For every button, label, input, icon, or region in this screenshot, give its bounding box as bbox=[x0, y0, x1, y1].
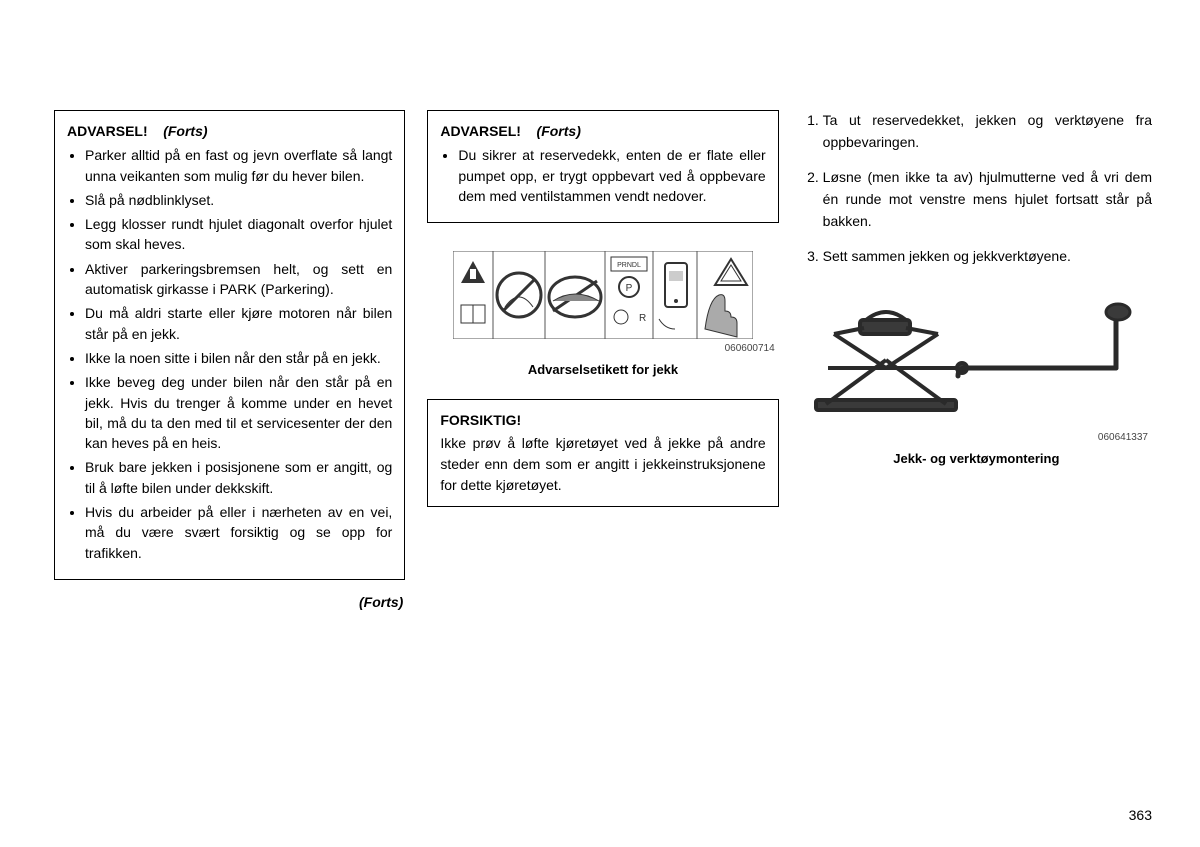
warning-box-2: ADVARSEL! (Forts) Du sikrer at reservede… bbox=[427, 110, 778, 223]
step-item: Løsne (men ikke ta av) hjulmutterne ved … bbox=[823, 167, 1152, 232]
column-layout: ADVARSEL! (Forts) Parker alltid på en fa… bbox=[54, 110, 1152, 610]
steps: Ta ut reservedekket, jekken og verktøyen… bbox=[801, 110, 1152, 268]
warning-cont: (Forts) bbox=[537, 123, 581, 139]
warning-list-1: Parker alltid på en fast og jevn overfla… bbox=[67, 145, 392, 563]
list-item: Parker alltid på en fast og jevn overfla… bbox=[85, 145, 392, 186]
list-item: Legg klosser rundt hjulet diagonalt over… bbox=[85, 214, 392, 255]
warning-list-2: Du sikrer at reservedekk, enten de er fl… bbox=[440, 145, 765, 206]
list-item: Du må aldri starte eller kjøre motoren n… bbox=[85, 303, 392, 344]
warning-title: ADVARSEL! bbox=[440, 123, 521, 139]
list-item: Du sikrer at reservedekk, enten de er fl… bbox=[458, 145, 765, 206]
svg-text:PRNDL: PRNDL bbox=[617, 262, 641, 269]
jack-label-icon: PRNDL P R bbox=[453, 251, 753, 339]
svg-text:P: P bbox=[626, 283, 633, 294]
caution-box: FORSIKTIG! Ikke prøv å løfte kjøretøyet … bbox=[427, 399, 778, 507]
step-item: Ta ut reservedekket, jekken og verktøyen… bbox=[823, 110, 1152, 153]
figure-caption: Advarselsetikett for jekk bbox=[427, 362, 778, 377]
warning-box-1: ADVARSEL! (Forts) Parker alltid på en fa… bbox=[54, 110, 405, 580]
jack-assembly-figure: 060641337 Jekk- og verktøymontering bbox=[801, 298, 1152, 466]
cont-label: (Forts) bbox=[54, 594, 405, 610]
figure-code: 060600714 bbox=[427, 343, 778, 354]
list-item: Ikke la noen sitte i bilen når den står … bbox=[85, 348, 392, 368]
caution-body: Ikke prøv å løfte kjøretøyet ved å jekke… bbox=[440, 435, 765, 493]
svg-text:R: R bbox=[639, 313, 646, 324]
caution-title: FORSIKTIG! bbox=[440, 410, 765, 431]
list-item: Slå på nødblinklyset. bbox=[85, 190, 392, 210]
list-item: Bruk bare jekken i posisjonene som er an… bbox=[85, 457, 392, 498]
jack-tool-icon bbox=[806, 298, 1146, 428]
jack-label-figure: PRNDL P R 060600714 bbox=[427, 251, 778, 377]
column-3: Ta ut reservedekket, jekken og verktøyen… bbox=[801, 110, 1152, 466]
list-item: Aktiver parkeringsbremsen helt, og sett … bbox=[85, 259, 392, 300]
list-item: Ikke beveg deg under bilen når den står … bbox=[85, 372, 392, 453]
figure-code: 060641337 bbox=[801, 432, 1152, 443]
warning-title: ADVARSEL! bbox=[67, 123, 148, 139]
list-item: Hvis du arbeider på eller i nærheten av … bbox=[85, 502, 392, 563]
column-2: ADVARSEL! (Forts) Du sikrer at reservede… bbox=[427, 110, 778, 507]
column-1: ADVARSEL! (Forts) Parker alltid på en fa… bbox=[54, 110, 405, 610]
warning-cont: (Forts) bbox=[163, 123, 207, 139]
manual-page: ADVARSEL! (Forts) Parker alltid på en fa… bbox=[0, 0, 1200, 847]
figure-caption: Jekk- og verktøymontering bbox=[801, 451, 1152, 466]
step-item: Sett sammen jekken og jekkverktøyene. bbox=[823, 246, 1152, 268]
page-number: 363 bbox=[1129, 807, 1152, 823]
